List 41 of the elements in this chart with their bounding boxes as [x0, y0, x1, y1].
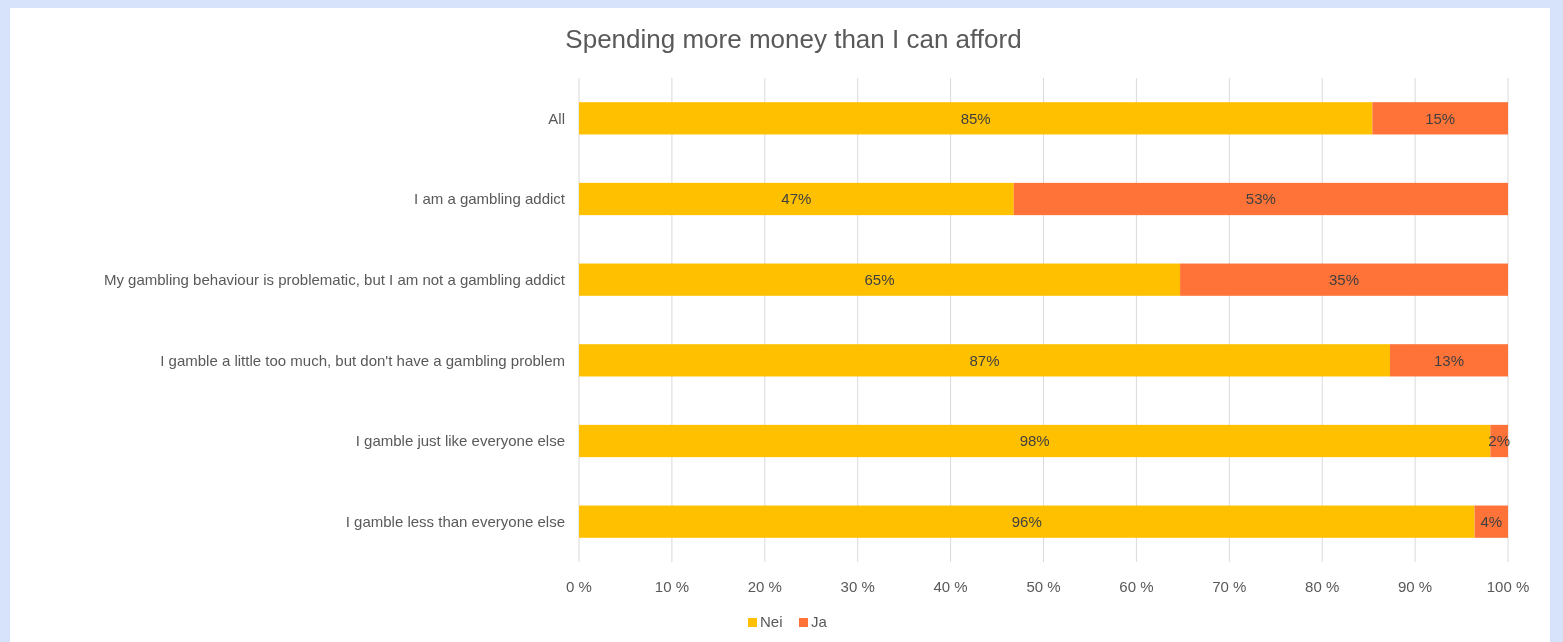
bar: [579, 263, 1181, 296]
bar: [1180, 263, 1508, 296]
data-label: 65%: [864, 270, 895, 288]
y-tick-label: All: [548, 109, 565, 127]
bar: [1390, 344, 1508, 377]
data-label: 35%: [1329, 270, 1360, 288]
legend-label: Nei: [760, 613, 783, 630]
legend-label: Ja: [811, 613, 828, 630]
y-tick-label: I gamble just like everyone else: [355, 432, 565, 450]
data-label: 4%: [1480, 512, 1503, 530]
data-label: 87%: [969, 351, 1000, 369]
bar: [1013, 182, 1508, 216]
data-label: 47%: [781, 190, 812, 208]
data-label: 13%: [1433, 351, 1465, 369]
bar: [579, 102, 1373, 135]
chart-title: Spending more money than I can afford: [565, 24, 1022, 54]
x-tick-label: 60 %: [1119, 578, 1154, 595]
data-label: 98%: [1019, 432, 1050, 450]
x-tick-label: 100 %: [1486, 578, 1530, 595]
data-label: 96%: [1011, 512, 1042, 530]
x-tick-label: 20 %: [747, 578, 782, 595]
x-tick-label: 0 %: [566, 578, 592, 595]
bar: [579, 344, 1391, 377]
data-label: 85%: [960, 109, 991, 127]
data-label: 53%: [1245, 190, 1276, 208]
bar: [1372, 102, 1508, 135]
bar: [579, 424, 1491, 458]
bar: [579, 505, 1475, 538]
bar: [579, 182, 1014, 216]
data-label: 15%: [1425, 109, 1456, 127]
y-tick-label: I am a gambling addict: [414, 190, 566, 208]
x-tick-label: 40 %: [933, 578, 968, 595]
x-tick-label: 70 %: [1212, 578, 1247, 595]
y-tick-label: I gamble less than everyone else: [345, 512, 565, 530]
x-tick-label: 10 %: [654, 578, 689, 595]
x-tick-label: 80 %: [1305, 578, 1340, 595]
y-tick-label: I gamble a little too much, but don't have a gambling problem: [160, 351, 565, 369]
x-tick-label: 30 %: [840, 578, 875, 595]
x-tick-label: 90 %: [1398, 578, 1433, 595]
x-tick-label: 50 %: [1026, 578, 1061, 595]
y-tick-label: My gambling behaviour is problematic, but I am not a gambling addict: [103, 270, 566, 288]
